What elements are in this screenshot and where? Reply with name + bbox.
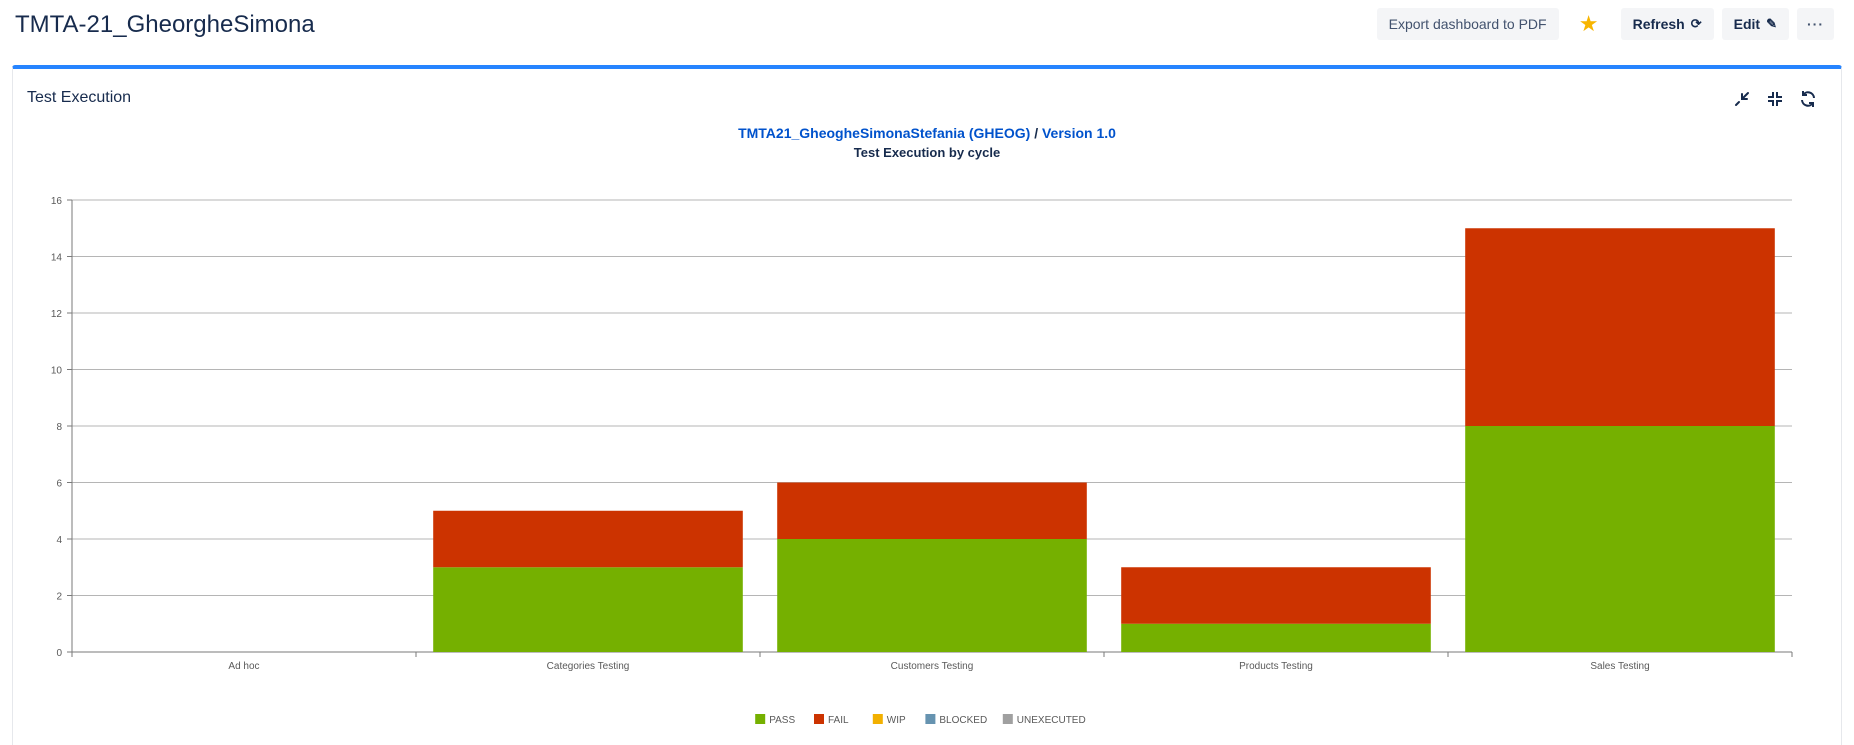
legend-label-pass: PASS (769, 715, 795, 726)
star-icon[interactable]: ★ (1578, 11, 1599, 36)
legend-label-wip: WIP (887, 715, 906, 726)
edit-button-label: Edit (1733, 16, 1761, 32)
legend-swatch-unexecuted (1002, 714, 1013, 724)
y-tick-label: 2 (56, 592, 62, 603)
x-tick-label: Products Testing (1239, 661, 1313, 672)
bar-pass[interactable] (1465, 426, 1775, 652)
legend-swatch-fail (814, 714, 824, 724)
chart-heading: TMTA21_GheogheSimonaStefania (GHEOG) / V… (13, 123, 1841, 163)
gadget-refresh-icon[interactable] (1793, 85, 1823, 113)
refresh-button-label: Refresh (1632, 16, 1685, 32)
minimize-icon[interactable] (1727, 85, 1757, 113)
x-tick-label: Categories Testing (547, 661, 630, 672)
bar-pass[interactable] (777, 539, 1087, 652)
bar-fail[interactable] (433, 510, 743, 568)
heading-separator: / (1034, 125, 1042, 141)
bar-fail[interactable] (777, 482, 1087, 540)
collapse-icon[interactable] (1760, 85, 1790, 113)
dashboard-toolbar: Export dashboard to PDF ★ Refresh ⟳ Edit… (1369, 8, 1834, 40)
page-header: TMTA-21_GheorgheSimona Export dashboard … (0, 0, 1854, 58)
bar-fail[interactable] (1465, 228, 1775, 426)
legend-swatch-blocked (925, 714, 936, 724)
more-icon: ··· (1807, 16, 1824, 32)
chart-heading-links: TMTA21_GheogheSimonaStefania (GHEOG) / V… (13, 123, 1841, 143)
pencil-icon: ✎ (1766, 16, 1777, 31)
refresh-button[interactable]: Refresh ⟳ (1620, 8, 1714, 40)
y-tick-label: 0 (56, 648, 62, 659)
edit-button[interactable]: Edit ✎ (1721, 8, 1789, 40)
version-link[interactable]: Version 1.0 (1041, 125, 1116, 141)
bar-pass[interactable] (1121, 623, 1431, 652)
x-tick-label: Sales Testing (1590, 661, 1649, 672)
y-tick-label: 4 (56, 535, 62, 546)
legend-label-unexecuted: UNEXECUTED (1017, 715, 1086, 726)
legend-label-blocked: BLOCKED (939, 715, 987, 726)
x-tick-label: Customers Testing (891, 661, 974, 672)
refresh-icon: ⟳ (1690, 16, 1702, 31)
legend-swatch-pass (755, 714, 766, 724)
x-tick-label: Ad hoc (228, 661, 259, 672)
bar-fail[interactable] (1121, 567, 1431, 624)
legend-swatch-wip (872, 714, 883, 724)
y-tick-label: 6 (56, 479, 62, 490)
chart-subtitle: Test Execution by cycle (853, 145, 1001, 160)
y-tick-label: 8 (56, 422, 62, 433)
y-tick-label: 16 (51, 196, 63, 207)
export-pdf-button[interactable]: Export dashboard to PDF (1376, 8, 1559, 40)
gadget-tools (1724, 85, 1823, 113)
bar-pass[interactable] (433, 567, 743, 652)
y-tick-label: 14 (51, 253, 63, 264)
project-link[interactable]: TMTA21_GheogheSimonaStefania (GHEOG) (738, 125, 1031, 141)
more-button[interactable]: ··· (1797, 8, 1834, 40)
y-tick-label: 10 (51, 366, 63, 377)
y-tick-label: 12 (51, 309, 63, 320)
gadget-title: Test Execution (27, 89, 132, 106)
legend-label-fail: FAIL (828, 715, 849, 726)
page-title: TMTA-21_GheorgheSimona (15, 11, 315, 38)
